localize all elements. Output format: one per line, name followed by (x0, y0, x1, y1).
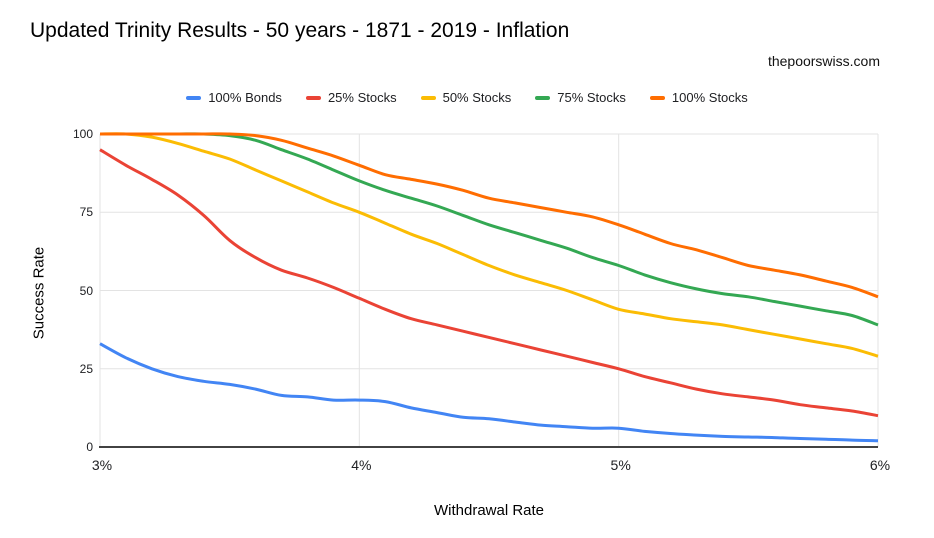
series-line-100-stocks (100, 132, 879, 299)
legend-label: 100% Bonds (208, 90, 282, 105)
legend-swatch-50-stocks (420, 95, 436, 100)
legend-label: 75% Stocks (557, 90, 626, 105)
y-tick-label: 25 (79, 361, 93, 376)
x-axis-title: Withdrawal Rate (433, 502, 545, 519)
series-line-75-stocks (100, 132, 879, 327)
legend-label: 100% Stocks (671, 90, 748, 105)
chart-title: Updated Trinity Results - 50 years - 187… (30, 19, 570, 42)
series-line-100-bonds (99, 342, 879, 443)
x-tick-label: 4% (351, 457, 372, 473)
series-line-25-stocks (99, 148, 879, 418)
legend-label: 25% Stocks (327, 90, 397, 105)
legend-item-25-stocks: 25% Stocks (305, 90, 397, 105)
attribution-text: thepoorswiss.com (767, 53, 880, 69)
x-tick-label: 6% (869, 457, 891, 473)
series-line-50-stocks (99, 132, 879, 358)
y-tick-label: 100 (72, 127, 93, 141)
legend-item-75-stocks: 75% Stocks (535, 90, 626, 105)
x-tick-label: 5% (610, 457, 631, 473)
y-axis-title: Success Rate (30, 246, 48, 340)
legend-label: 50% Stocks (442, 90, 512, 105)
legend-item-100-stocks: 100% Stocks (649, 90, 748, 105)
legend-swatch-100-stocks (649, 95, 665, 100)
x-tick-label: 3% (91, 457, 113, 473)
y-tick-label: 0 (86, 440, 93, 454)
legend-item-50-stocks: 50% Stocks (420, 90, 512, 105)
legend-item-100-bonds: 100% Bonds (186, 90, 282, 105)
legend-swatch-100-bonds (186, 95, 202, 100)
legend: 100% Bonds 25% Stocks 50% Stocks 75% Sto… (0, 90, 934, 105)
y-tick-label: 75 (79, 205, 93, 220)
legend-swatch-25-stocks (305, 95, 321, 100)
legend-swatch-75-stocks (535, 95, 551, 100)
y-tick-label: 50 (79, 283, 93, 298)
